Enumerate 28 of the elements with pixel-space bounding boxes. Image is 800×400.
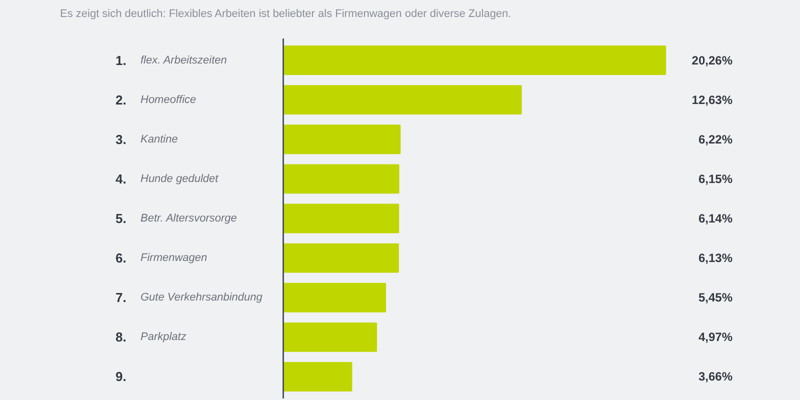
data-label: 3,66% [698, 370, 733, 384]
chart-subtitle: Es zeigt sich deutlich: Flexibles Arbeiten ist beliebter als Firmenwagen oder diverse Zulagen. [60, 7, 512, 22]
data-label: 4,97% [698, 330, 733, 344]
y-tick-label: 1. flex. Arbeitszeiten [116, 52, 227, 68]
bar [282, 46, 666, 75]
bar [282, 282, 386, 312]
data-label: 5,45% [698, 290, 733, 305]
y-tick-label: 4. Hunde geduldet [116, 171, 220, 186]
bar [282, 322, 377, 352]
bar [282, 362, 352, 392]
data-label: 12,63% [692, 92, 733, 107]
data-label: 6,15% [698, 172, 733, 186]
y-tick-label: 7. Gute Verkehrsanbindung [116, 290, 264, 306]
data-label: 6,14% [698, 212, 733, 226]
bar [282, 243, 399, 273]
bar [282, 124, 401, 154]
y-tick-label: 6. Firmenwagen [116, 250, 208, 266]
y-tick-label: 9. [116, 369, 126, 384]
y-tick-label: 2. Homeoffice [116, 92, 196, 108]
bar [282, 85, 522, 115]
y-tick-label: 5. Betr. Altersvorsorge [116, 211, 237, 226]
data-label: 6,22% [698, 132, 733, 146]
bar [282, 204, 400, 234]
y-tick-label: 3. Kantine [116, 132, 178, 147]
y-tick-label: 8. Parkplatz [116, 330, 187, 345]
data-label: 6,13% [698, 251, 733, 266]
bar [282, 164, 400, 194]
data-label: 20,26% [692, 53, 733, 68]
